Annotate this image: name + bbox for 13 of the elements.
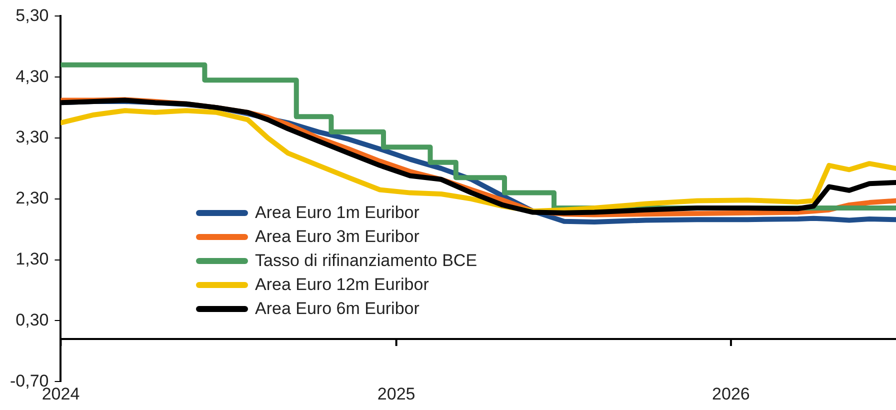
legend-label: Area Euro 12m Euribor: [255, 275, 429, 295]
y-tick-label: 5,30: [16, 6, 49, 25]
y-tick-label: 4,30: [16, 66, 49, 86]
x-tick-label: 2026: [712, 384, 750, 404]
y-tick-label: 0,30: [16, 310, 49, 330]
x-tick-label: 2025: [377, 384, 416, 404]
y-tick-label: 3,30: [16, 128, 49, 147]
legend-label: Tasso di rifinanziamento BCE: [255, 251, 478, 271]
y-tick-label: 2,30: [16, 188, 49, 208]
legend-label: Area Euro 1m Euribor: [255, 203, 420, 223]
legend-label: Area Euro 3m Euribor: [255, 227, 420, 247]
y-tick-label: 1,30: [16, 249, 49, 268]
legend-label: Area Euro 6m Euribor: [255, 299, 420, 319]
